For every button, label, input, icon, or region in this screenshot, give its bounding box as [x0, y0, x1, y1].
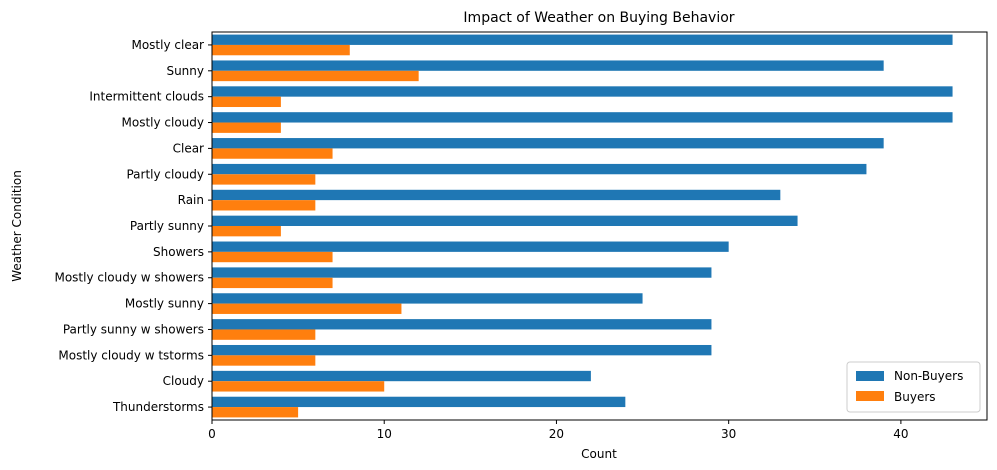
bar-non-buyers-intermittent-clouds	[212, 86, 953, 97]
y-tick-label: Cloudy	[163, 374, 204, 388]
bar-non-buyers-showers	[212, 241, 729, 252]
y-tick-label: Sunny	[166, 64, 204, 78]
y-tick-label: Mostly cloudy	[122, 116, 205, 130]
y-tick-label: Rain	[178, 193, 204, 207]
bar-non-buyers-thunderstorms	[212, 396, 626, 408]
y-tick-label: Mostly cloudy w showers	[54, 271, 204, 285]
bar-buyers-thunderstorms	[212, 407, 299, 418]
bar-buyers-mostly-cloudy	[212, 122, 281, 133]
bar-non-buyers-sunny	[212, 60, 884, 71]
x-tick-label: 10	[377, 427, 392, 441]
bar-non-buyers-mostly-cloudy-w-showers	[212, 267, 712, 278]
bar-buyers-mostly-clear	[212, 44, 350, 56]
bar-buyers-rain	[212, 200, 316, 211]
y-tick-label: Partly sunny	[130, 219, 204, 233]
bar-non-buyers-partly-cloudy	[212, 163, 867, 175]
y-tick-label: Showers	[153, 245, 204, 259]
y-tick-label: Mostly sunny	[125, 297, 204, 311]
bar-buyers-cloudy	[212, 381, 385, 392]
y-tick-label: Intermittent clouds	[89, 90, 204, 104]
legend-label-buyers: Buyers	[894, 390, 936, 404]
bar-non-buyers-rain	[212, 189, 781, 201]
y-tick-label: Mostly cloudy w tstorms	[58, 348, 204, 362]
x-axis: 0 10 20 30 40	[208, 420, 909, 441]
bar-non-buyers-mostly-cloudy	[212, 112, 953, 123]
bar-buyers-intermittent-clouds	[212, 96, 281, 108]
bar-buyers-partly-sunny	[212, 226, 281, 237]
legend-swatch-buyers	[856, 391, 884, 401]
bar-non-buyers-partly-sunny-w-showers	[212, 319, 712, 330]
x-axis-label: Count	[581, 447, 617, 461]
bar-buyers-mostly-sunny	[212, 303, 402, 314]
bar-non-buyers-mostly-clear	[212, 34, 953, 45]
y-tick-label: Partly cloudy	[126, 167, 204, 181]
chart-title: Impact of Weather on Buying Behavior	[463, 10, 734, 26]
legend: Non-Buyers Buyers	[846, 361, 981, 413]
x-tick-label: 0	[208, 427, 216, 441]
bar-buyers-showers	[212, 251, 333, 263]
bar-non-buyers-mostly-sunny	[212, 293, 643, 304]
y-tick-label: Mostly clear	[131, 38, 204, 52]
legend-swatch-non-buyers	[856, 371, 884, 381]
y-tick-label: Partly sunny w showers	[63, 322, 204, 336]
bar-buyers-partly-cloudy	[212, 174, 316, 185]
y-axis-label: Weather Condition	[10, 170, 24, 282]
bar-buyers-clear	[212, 148, 333, 159]
bar-non-buyers-mostly-cloudy-w-tstorms	[212, 344, 712, 356]
bars-group	[212, 34, 953, 418]
y-axis: Mostly clear Sunny Intermittent clouds Most…	[54, 38, 212, 414]
legend-label-non-buyers: Non-Buyers	[894, 369, 963, 383]
bar-buyers-partly-sunny-w-showers	[212, 329, 316, 340]
bar-non-buyers-partly-sunny	[212, 215, 798, 226]
y-tick-label: Clear	[173, 141, 204, 155]
bar-non-buyers-cloudy	[212, 370, 591, 382]
x-tick-label: 20	[549, 427, 564, 441]
x-tick-label: 40	[893, 427, 908, 441]
bar-buyers-sunny	[212, 70, 419, 82]
bar-non-buyers-clear	[212, 138, 884, 149]
bar-buyers-mostly-cloudy-w-tstorms	[212, 355, 316, 366]
y-tick-label: Thunderstorms	[112, 400, 204, 414]
x-tick-label: 30	[721, 427, 736, 441]
bar-buyers-mostly-cloudy-w-showers	[212, 277, 333, 289]
